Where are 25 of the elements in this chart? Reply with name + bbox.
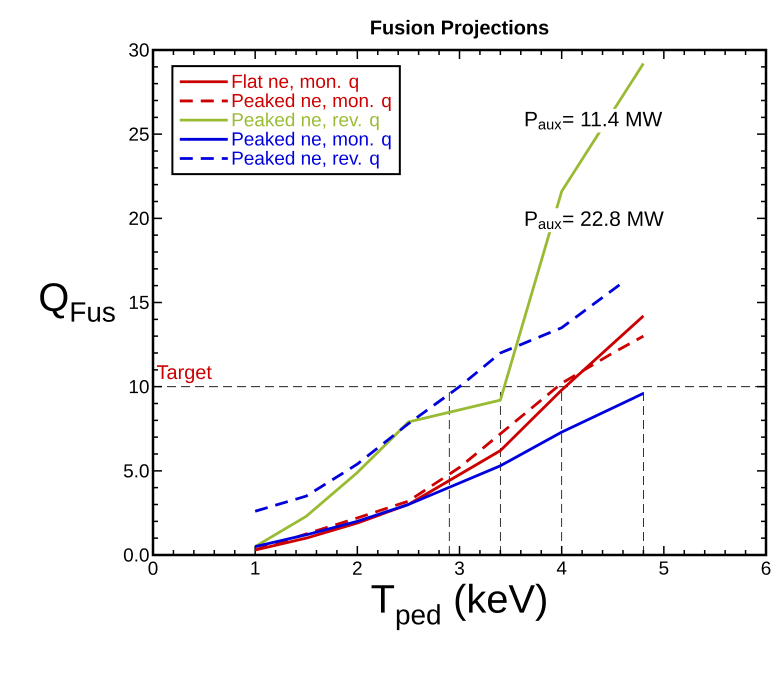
legend-label: Flat ne, mon. q	[232, 74, 358, 92]
ref-line-label: Target	[156, 365, 212, 384]
chart-title: Fusion Projections	[371, 20, 548, 39]
annotation: P$_{aux}$= 11.4 MW	[526, 112, 662, 130]
y-axis-title: Q$_{Fus}$	[40, 283, 115, 322]
y-tick-label: 20	[129, 212, 149, 226]
y-tick-label: 30	[129, 43, 149, 57]
x-tick-label: 0	[148, 562, 158, 575]
y-tick-label: 15	[130, 296, 149, 310]
x-axis-title: T$_{ped}$ (keV)	[372, 584, 546, 630]
x-tick-label: 4	[556, 562, 566, 575]
y-tick-label: 25	[129, 127, 149, 141]
legend-label: Peaked ne, mon. q	[232, 132, 391, 150]
y-tick-label: 10	[130, 380, 149, 394]
y-tick-label: 5.0	[124, 464, 149, 478]
y-tick-label: 0.0	[124, 548, 149, 562]
x-tick-label: 3	[454, 562, 464, 575]
x-tick-label: 5	[659, 562, 668, 575]
x-tick-label: 2	[353, 562, 362, 575]
legend-label: Peaked ne, rev. q	[232, 150, 379, 169]
annotation: P$_{aux}$= 22.8 MW	[526, 211, 664, 230]
x-tick-label: 1	[251, 562, 260, 575]
legend-label: Peaked ne, mon. q	[232, 93, 391, 111]
legend-label: Peaked ne, rev. q	[232, 112, 379, 130]
x-tick-label: 6	[762, 562, 770, 575]
